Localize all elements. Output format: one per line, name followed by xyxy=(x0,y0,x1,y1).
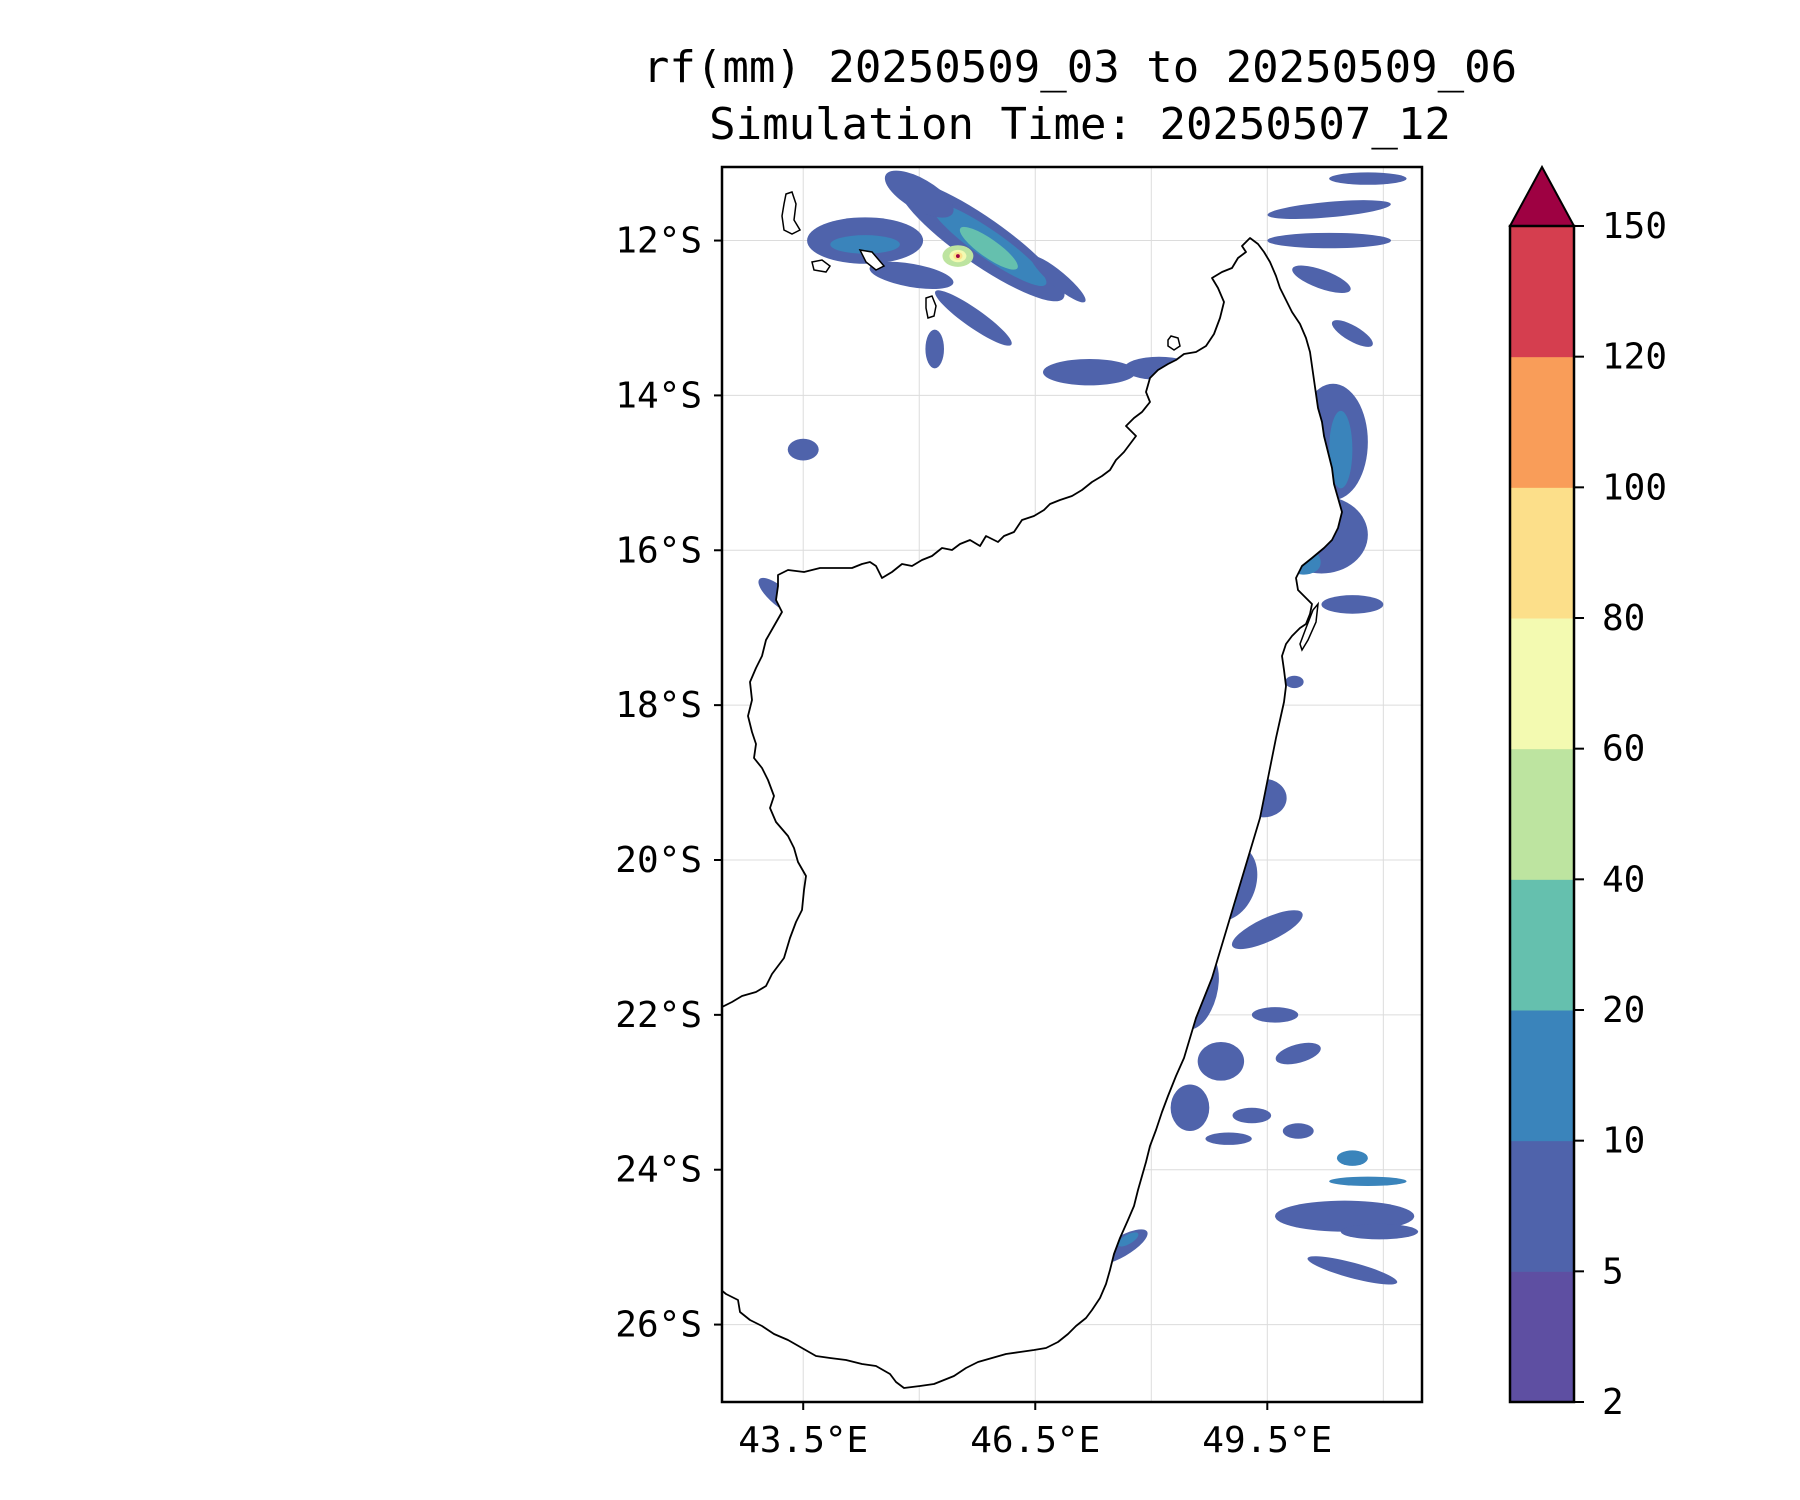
lon-tick-label: 43.5°E xyxy=(738,1420,868,1461)
moheli-island xyxy=(811,259,832,273)
rain-cell xyxy=(830,235,900,254)
colorbar-band xyxy=(1510,226,1574,358)
rain-cell xyxy=(1282,1123,1314,1139)
colorbar-band xyxy=(1510,618,1574,750)
colorbar: 2 5 10 20 40 60 80 100 120 150 xyxy=(1508,164,1667,1423)
map-frame xyxy=(720,165,1424,1404)
colorbar-extend-arrow xyxy=(1508,164,1576,227)
lon-tick-label: 46.5°E xyxy=(970,1420,1100,1461)
colorbar-band xyxy=(1510,1010,1574,1142)
rain-cell xyxy=(1285,675,1304,689)
rain-cell xyxy=(1340,1223,1419,1240)
rain-cell xyxy=(1197,1041,1245,1081)
lat-tick-label: 22°S xyxy=(615,995,702,1036)
rain-cell xyxy=(1267,232,1392,249)
rain-cell xyxy=(1031,256,1086,303)
nosy-be-island xyxy=(1167,335,1181,351)
rain-cell xyxy=(1205,1132,1252,1145)
lat-tick-label: 16°S xyxy=(615,530,702,571)
rain-cell xyxy=(1267,200,1391,219)
rain-cell xyxy=(1292,265,1351,293)
rain-cell xyxy=(1251,1007,1299,1023)
colorbar-tick-label: 40 xyxy=(1602,859,1645,900)
colorbar-tick-label: 120 xyxy=(1602,337,1667,378)
rain-cell xyxy=(959,226,1018,270)
rain-cell xyxy=(1329,172,1407,185)
rain-cell xyxy=(1231,910,1303,950)
rain-cell xyxy=(1331,320,1373,347)
lat-tick-label: 14°S xyxy=(615,375,702,416)
colorbar-tick-label: 10 xyxy=(1602,1121,1645,1162)
madagascar-coastline xyxy=(722,237,1343,1389)
title-line-1: rf(mm) 20250509_03 to 20250509_06 xyxy=(643,42,1517,93)
mayotte-island xyxy=(925,295,937,319)
lat-tick-label: 24°S xyxy=(615,1150,702,1191)
rain-cell xyxy=(1321,595,1384,614)
colorbar-tick-label: 60 xyxy=(1602,729,1645,770)
rain-core xyxy=(955,254,960,258)
longitude-axis: 43.5°E 46.5°E 49.5°E xyxy=(738,1402,1332,1461)
colorbar-tick-label: 150 xyxy=(1602,206,1667,247)
colorbar-ticks: 2 5 10 20 40 60 80 100 120 150 xyxy=(1574,206,1667,1423)
colorbar-band xyxy=(1510,879,1574,1011)
rain-cell xyxy=(1307,1256,1398,1285)
colorbar-tick-label: 5 xyxy=(1602,1251,1624,1292)
rain-cell xyxy=(1275,1042,1321,1065)
colorbar-band xyxy=(1510,1271,1574,1403)
rain-cell xyxy=(787,438,819,461)
lat-tick-label: 12°S xyxy=(615,221,702,262)
colorbar-band xyxy=(1510,487,1574,619)
colorbar-tick-label: 2 xyxy=(1602,1382,1624,1423)
rain-cell xyxy=(1232,1107,1272,1124)
rain-cell xyxy=(1170,1084,1210,1131)
rain-cell xyxy=(934,290,1012,346)
lat-tick-label: 26°S xyxy=(615,1305,702,1346)
latitude-axis: 12°S 14°S 16°S 18°S 20°S 22°S 24°S 26°S xyxy=(615,221,722,1346)
map-panel: 12°S14°S16°S18°S20°S22°S24°S26°S 43.5°E 4… xyxy=(615,165,1424,1461)
lat-tick-label: 20°S xyxy=(615,840,702,881)
colorbar-frame xyxy=(1508,224,1576,1404)
lon-tick-label: 49.5°E xyxy=(1202,1420,1332,1461)
colorbar-band xyxy=(1510,748,1574,880)
rain-cell xyxy=(1042,359,1136,386)
colorbar-tick-label: 80 xyxy=(1602,598,1645,639)
colorbar-band xyxy=(1510,356,1574,488)
title-line-2: Simulation Time: 20250507_12 xyxy=(709,99,1451,150)
rain-cell xyxy=(884,170,954,218)
anjouan-island xyxy=(858,249,886,271)
colorbar-tick-label: 20 xyxy=(1602,990,1645,1031)
rain-cell xyxy=(869,261,954,290)
land-layer xyxy=(722,191,1343,1389)
colorbar-tick-label: 100 xyxy=(1602,467,1667,508)
rain-cell xyxy=(1117,1232,1139,1247)
colorbar-band xyxy=(1510,1140,1574,1272)
rain-cell xyxy=(925,329,944,369)
colorbar-bands xyxy=(1510,226,1574,1403)
rain-cell xyxy=(1329,410,1353,489)
rain-cell xyxy=(1329,1176,1407,1186)
rain-cell xyxy=(1336,1150,1368,1166)
grande-comore-island xyxy=(781,191,802,235)
lat-tick-label: 18°S xyxy=(615,685,702,726)
sainte-marie-island xyxy=(1299,601,1320,652)
